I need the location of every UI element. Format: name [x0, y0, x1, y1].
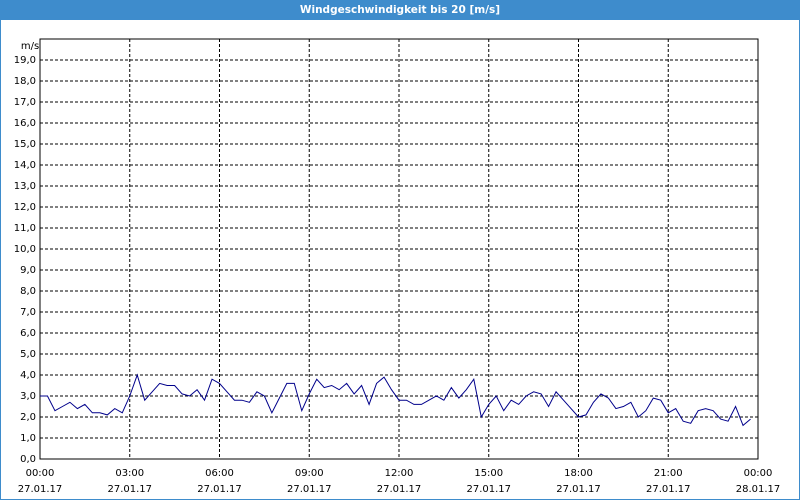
y-tick-label: 19,0 — [14, 55, 36, 66]
title-bar — [0, 0, 800, 19]
y-tick-label: 18,0 — [14, 76, 36, 87]
x-tick-label: 06:00 — [205, 468, 234, 479]
y-tick-label: 6,0 — [20, 328, 36, 339]
y-tick-label: 8,0 — [20, 286, 36, 297]
y-tick-label: 5,0 — [20, 349, 36, 360]
y-tick-label: 17,0 — [14, 97, 36, 108]
x-tick-date: 27.01.17 — [287, 484, 332, 495]
y-tick-label: 12,0 — [14, 202, 36, 213]
y-tick-label: 14,0 — [14, 160, 36, 171]
y-tick-label: 9,0 — [20, 265, 36, 276]
y-tick-label: 11,0 — [14, 223, 36, 234]
y-tick-label: 10,0 — [14, 244, 36, 255]
x-tick-date: 27.01.17 — [197, 484, 242, 495]
x-tick-label: 15:00 — [474, 468, 503, 479]
x-tick-date: 27.01.17 — [377, 484, 422, 495]
y-tick-label: 2,0 — [20, 412, 36, 423]
x-tick-label: 09:00 — [295, 468, 324, 479]
y-tick-label: 1,0 — [20, 433, 36, 444]
plot-frame — [39, 38, 759, 460]
x-tick-label: 00:00 — [744, 468, 773, 479]
x-tick-label: 00:00 — [26, 468, 55, 479]
x-tick-date: 27.01.17 — [18, 484, 63, 495]
x-tick-date: 27.01.17 — [107, 484, 152, 495]
x-tick-label: 12:00 — [385, 468, 414, 479]
x-tick-date: 27.01.17 — [646, 484, 691, 495]
y-tick-label: 0,0 — [20, 454, 36, 465]
data-line — [40, 373, 751, 427]
y-tick-label: 7,0 — [20, 307, 36, 318]
y-tick-label: 4,0 — [20, 370, 36, 381]
y-tick-label: 16,0 — [14, 118, 36, 129]
x-tick-label: 18:00 — [564, 468, 593, 479]
x-tick-date: 28.01.17 — [736, 484, 781, 495]
x-tick-date: 27.01.17 — [466, 484, 511, 495]
x-tick-date: 27.01.17 — [556, 484, 601, 495]
x-tick-label: 03:00 — [115, 468, 144, 479]
chart-title: Windgeschwindigkeit bis 20 [m/s] — [300, 4, 500, 16]
y-unit: m/s — [21, 41, 39, 52]
y-tick-label: 13,0 — [14, 181, 36, 192]
y-tick-label: 15,0 — [14, 139, 36, 150]
y-tick-label: 3,0 — [20, 391, 36, 402]
x-tick-label: 21:00 — [654, 468, 683, 479]
